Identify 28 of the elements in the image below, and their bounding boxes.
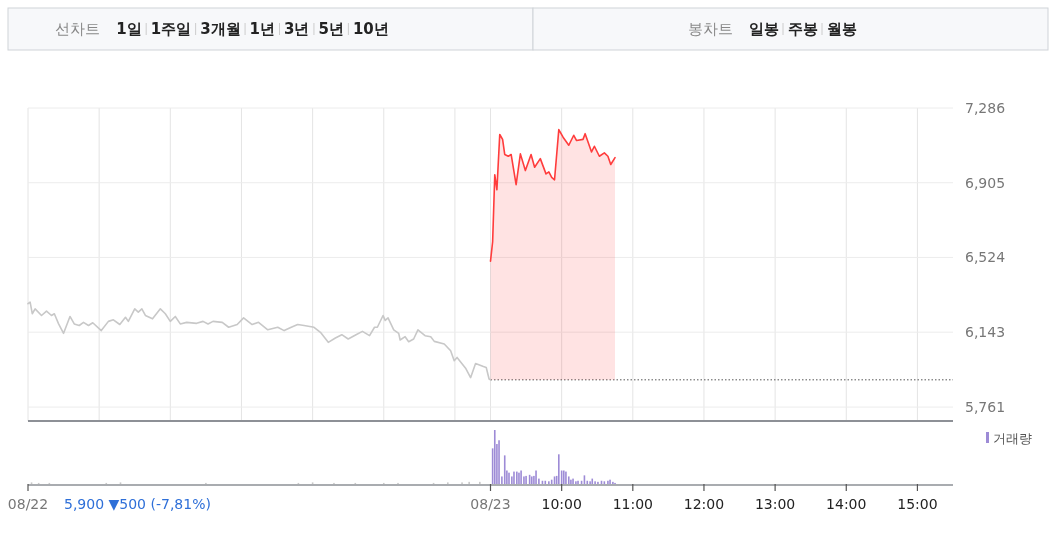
text: 주봉 xyxy=(787,20,818,38)
y-tick-label: 7,286 xyxy=(965,100,1006,116)
x-tick-label: 13:00 xyxy=(754,496,796,512)
y-tick-label: 6,143 xyxy=(965,324,1006,341)
x-tick-label: 10:00 xyxy=(541,496,582,512)
x-tick-label: 08/23 xyxy=(470,496,511,512)
x-tick-label: 14:00 xyxy=(826,496,867,512)
text: 3년 xyxy=(284,20,310,38)
y-tick-label: 6,524 xyxy=(965,249,1006,266)
x-tick-label: 12:00 xyxy=(683,496,725,512)
x-tick-label: 08/22 xyxy=(7,496,49,512)
line-series xyxy=(27,301,492,381)
text: 봉차트 xyxy=(687,20,733,38)
x-tick-label: 15:00 xyxy=(897,496,938,512)
text: 월봉 xyxy=(826,20,857,38)
legend-label: 거래량 xyxy=(993,431,1032,446)
text: 선차트 xyxy=(55,20,101,38)
text: 5년 xyxy=(318,20,344,38)
text: 10년 xyxy=(352,20,389,38)
y-tick-label: 5,761 xyxy=(965,399,1006,416)
text: 1일 xyxy=(116,20,142,38)
text: 3개월 xyxy=(200,20,241,38)
text: 1년 xyxy=(249,20,275,38)
text: 일봉 xyxy=(748,20,779,38)
text: 1주일 xyxy=(150,20,192,38)
text: 5,900 ▼500 (-7,81%) xyxy=(64,496,211,512)
x-tick-label: 11:00 xyxy=(612,496,653,512)
y-tick-label: 6,905 xyxy=(965,174,1006,191)
